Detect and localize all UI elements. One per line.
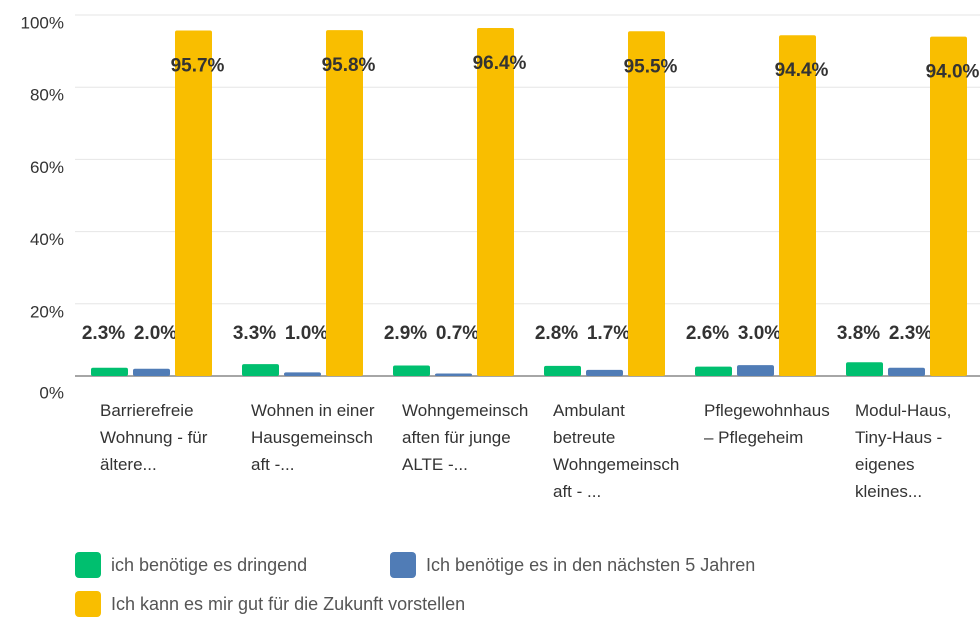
bar	[888, 367, 925, 376]
y-tick-label: 0%	[39, 383, 64, 402]
legend-swatch	[75, 552, 101, 578]
bar	[477, 27, 514, 376]
bar	[393, 365, 430, 376]
bar	[695, 366, 732, 376]
bar	[435, 373, 472, 376]
legend-item: Ich kann es mir gut für die Zukunft vors…	[75, 591, 465, 617]
x-tick-label: Pflegewohnhaus – Pflegeheim	[704, 401, 830, 447]
data-label: 3.0%	[738, 323, 781, 344]
data-label: 2.9%	[384, 323, 427, 344]
legend-swatch	[75, 591, 101, 617]
bar	[586, 369, 623, 376]
y-tick-label: 80%	[30, 86, 64, 105]
x-tick-label: Ambulant betreute Wohngemeinschaft - ...	[553, 401, 680, 501]
legend-label: Ich kann es mir gut für die Zukunft vors…	[111, 593, 466, 614]
bar	[930, 36, 967, 376]
bar	[737, 365, 774, 376]
bar	[544, 365, 581, 376]
data-label: 95.5%	[624, 56, 678, 77]
data-label: 1.0%	[285, 323, 328, 344]
x-tick-label: Modul-Haus, Tiny-Haus - eigenes kleines.…	[855, 401, 952, 501]
data-label: 0.7%	[436, 323, 479, 344]
bar	[242, 364, 279, 376]
data-label: 94.4%	[775, 60, 829, 81]
legend-swatch	[390, 552, 416, 578]
y-tick-label: 20%	[30, 302, 64, 321]
data-label: 2.6%	[686, 323, 729, 344]
data-label: 2.8%	[535, 323, 578, 344]
data-label: 1.7%	[587, 323, 630, 344]
data-label: 2.3%	[889, 323, 932, 344]
data-label: 95.7%	[171, 56, 225, 77]
data-label: 2.0%	[134, 323, 177, 344]
bar	[846, 362, 883, 376]
bar	[326, 30, 363, 377]
x-tick-label: Wohnen in einer Hausgemeinschaft -...	[251, 401, 375, 474]
bar	[628, 31, 665, 377]
bar	[91, 367, 128, 376]
legend-item: ich benötige es dringend	[75, 552, 307, 578]
legend-label: Ich benötige es in den nächsten 5 Jahren	[426, 554, 756, 575]
bar	[133, 368, 170, 376]
data-label: 95.8%	[322, 55, 376, 76]
data-label: 94.0%	[926, 62, 980, 83]
x-tick-label: Barrierefreie Wohnung - für ältere...	[100, 401, 208, 474]
data-label: 3.8%	[837, 323, 880, 344]
data-label: 3.3%	[233, 323, 276, 344]
x-tick-label: Wohngemeinschaften für junge ALTE -...	[402, 401, 529, 474]
bar	[175, 30, 212, 376]
legend-label: ich benötige es dringend	[111, 554, 308, 575]
data-label: 2.3%	[82, 323, 125, 344]
data-label: 96.4%	[473, 53, 527, 74]
bar	[779, 35, 816, 376]
y-tick-label: 60%	[30, 158, 64, 177]
y-tick-label: 100%	[21, 13, 64, 32]
y-tick-label: 40%	[30, 230, 64, 249]
legend-item: Ich benötige es in den nächsten 5 Jahren	[390, 552, 755, 578]
bar	[284, 372, 321, 376]
